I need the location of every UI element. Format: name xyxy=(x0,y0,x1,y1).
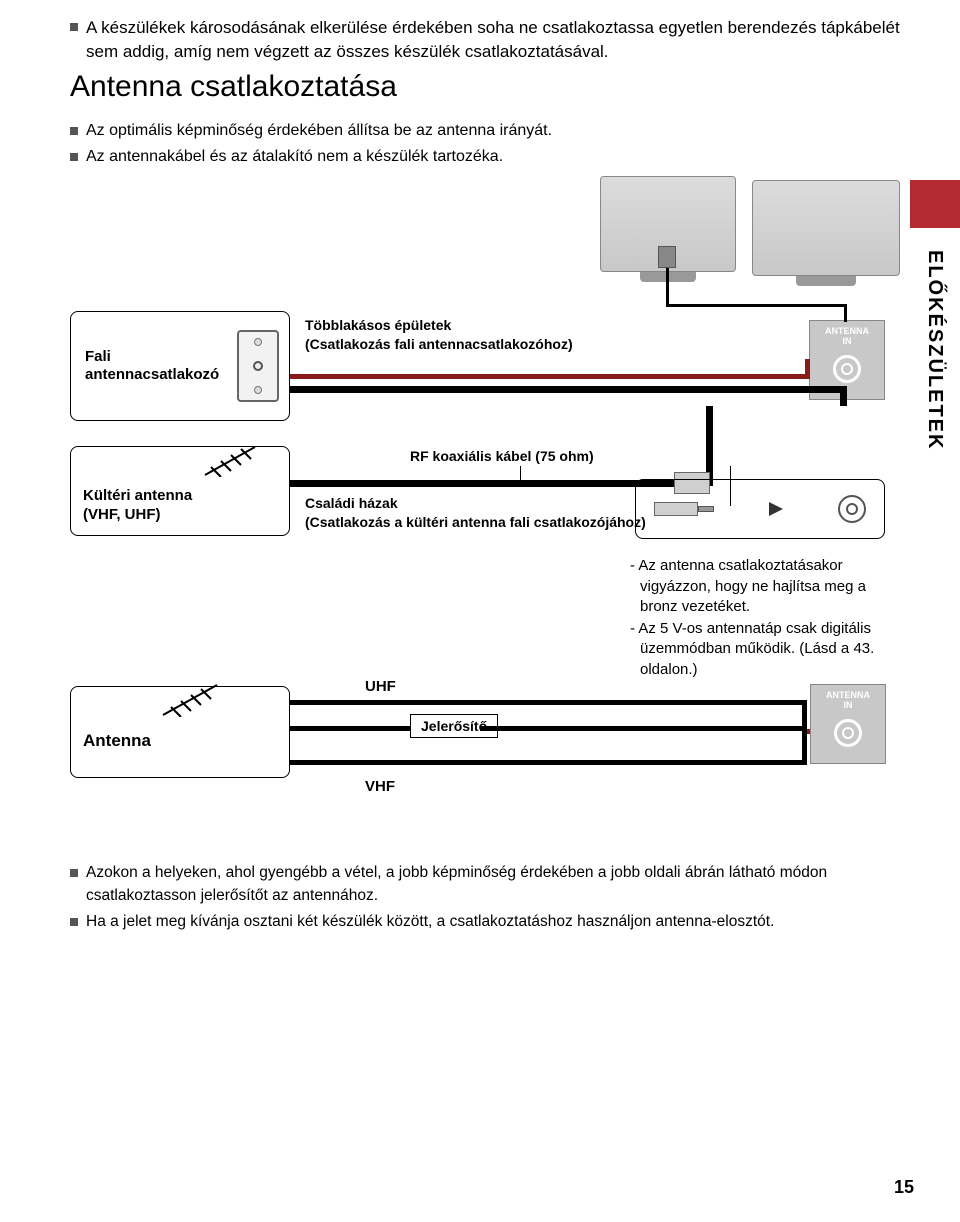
cable xyxy=(666,268,669,306)
bullet-icon xyxy=(70,869,78,877)
cable xyxy=(290,700,806,705)
vhf-label: VHF xyxy=(365,778,395,795)
bottom-bullet: Azokon a helyeken, ahol gyengébb a vétel… xyxy=(70,862,900,907)
rf-cable-label: RF koaxiális kábel (75 ohm) xyxy=(410,448,594,464)
cable xyxy=(666,304,846,307)
page-content: A készülékek károsodásának elkerülése ér… xyxy=(0,0,960,1222)
antenna-in-panel: ANTENNA IN xyxy=(810,684,886,764)
pointer-line xyxy=(520,466,521,484)
cable xyxy=(290,386,845,393)
house-caption: Családi házak (Csatlakozás a kültéri ant… xyxy=(305,494,646,530)
wall-socket-label: Fali antennacsatlakozó xyxy=(85,348,225,384)
plug-icon xyxy=(654,502,714,516)
sub-bullet: Az optimális képminőség érdekében állíts… xyxy=(70,120,900,142)
bottom-bullet-text: Ha a jelet meg kívánja osztani két készü… xyxy=(86,911,774,933)
cable-red xyxy=(290,374,810,379)
coax-port-icon xyxy=(838,495,866,523)
page-number: 15 xyxy=(894,1177,914,1198)
cable xyxy=(840,386,847,406)
amplifier-box: Antenna xyxy=(70,686,290,778)
sub-bullet-text: Az optimális képminőség érdekében állíts… xyxy=(86,120,552,142)
coax-port-icon xyxy=(834,719,862,747)
amplifier-antenna-label: Antenna xyxy=(83,731,277,751)
note-item: - Az 5 V-os antennatáp csak digitális üz… xyxy=(630,619,900,680)
bullet-icon xyxy=(70,127,78,135)
wall-socket-box: Fali antennacsatlakozó xyxy=(70,311,290,421)
note-list: - Az antenna csatlakoztatásakor vigyázzo… xyxy=(630,556,900,682)
uhf-label: UHF xyxy=(365,678,396,695)
cable-red xyxy=(805,359,810,379)
tv-rear-port xyxy=(658,246,676,268)
cable xyxy=(290,760,806,765)
sub-bullets: Az optimális képminőség érdekében állíts… xyxy=(70,120,900,169)
bullet-icon xyxy=(70,23,78,31)
amplifier-diagram: Antenna UHF VHF Jelerősítő ANTENNA IN xyxy=(70,686,900,816)
outdoor-antenna-label: Kültéri antenna (VHF, UHF) xyxy=(83,487,277,525)
antenna-diagram: Fali antennacsatlakozó Többlakásos épüle… xyxy=(70,176,900,656)
antenna-icon xyxy=(159,681,225,717)
intro-bullet: A készülékek károsodásának elkerülése ér… xyxy=(70,16,900,64)
section-title: Antenna csatlakoztatása xyxy=(70,70,900,104)
wall-plate-icon xyxy=(237,330,279,402)
bottom-bullet-text: Azokon a helyeken, ahol gyengébb a vétel… xyxy=(86,862,900,907)
outdoor-antenna-box: Kültéri antenna (VHF, UHF) xyxy=(70,446,290,536)
bottom-bullets: Azokon a helyeken, ahol gyengébb a vétel… xyxy=(70,862,900,933)
multi-dwelling-caption: Többlakásos épületek (Csatlakozás fali a… xyxy=(305,316,573,352)
cable xyxy=(290,726,410,731)
tv-stand xyxy=(796,276,856,286)
sub-bullet-text: Az antennakábel és az átalakító nem a ké… xyxy=(86,146,503,168)
antenna-icon xyxy=(201,441,261,477)
arrow-right-icon xyxy=(769,502,783,516)
cable xyxy=(480,726,806,731)
tv-illustration xyxy=(752,180,900,276)
bullet-icon xyxy=(70,918,78,926)
cable xyxy=(844,304,847,322)
intro-text: A készülékek károsodásának elkerülése ér… xyxy=(86,16,900,64)
connector-detail-box xyxy=(635,479,885,539)
antenna-in-label: ANTENNA IN xyxy=(811,691,885,711)
bullet-icon xyxy=(70,153,78,161)
bottom-bullet: Ha a jelet meg kívánja osztani két készü… xyxy=(70,911,900,933)
note-item: - Az antenna csatlakoztatásakor vigyázzo… xyxy=(630,556,900,617)
antenna-in-label: ANTENNA IN xyxy=(810,327,884,347)
sub-bullet: Az antennakábel és az átalakító nem a ké… xyxy=(70,146,900,168)
coax-port-icon xyxy=(833,355,861,383)
